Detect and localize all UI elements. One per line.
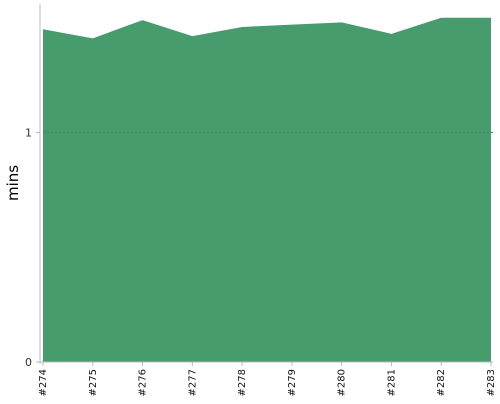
x-tick-label: #282	[436, 369, 447, 396]
x-tick-label: #275	[88, 369, 99, 396]
x-tick-label: #280	[337, 369, 348, 396]
y-axis-title: mins	[4, 165, 22, 201]
x-tick-label: #276	[138, 369, 149, 396]
x-tick-label: #283	[486, 369, 497, 396]
area-series	[43, 17, 491, 363]
x-tick-label: #279	[287, 369, 298, 396]
x-tick-label: #277	[187, 369, 198, 396]
y-tick-label: 1	[25, 127, 32, 140]
y-tick-label: 0	[25, 356, 32, 369]
x-tick-label: #281	[386, 369, 397, 396]
x-tick-label: #274	[38, 369, 49, 396]
x-tick-label: #278	[237, 369, 248, 396]
